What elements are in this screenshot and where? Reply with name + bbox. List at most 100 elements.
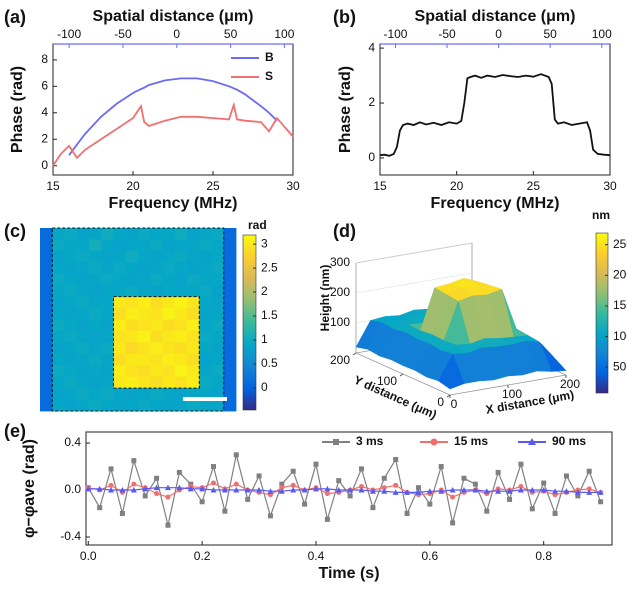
x2-tick-label: 100 — [274, 27, 294, 41]
heat-cell — [52, 365, 65, 377]
heat-cell — [65, 239, 78, 251]
heat-cell — [101, 274, 114, 286]
heat-cell — [114, 228, 127, 240]
heat-cell — [52, 354, 65, 366]
colorbar-tick-label: 3 — [261, 236, 268, 250]
heat-cell — [150, 320, 163, 332]
heat-cell — [40, 342, 53, 354]
heat-cell — [65, 388, 78, 400]
heat-cell — [114, 320, 127, 332]
heat-cell — [175, 377, 188, 389]
heat-cell — [126, 365, 139, 377]
heat-cell — [187, 274, 200, 286]
heat-cell — [89, 342, 102, 354]
heat-cell — [138, 239, 151, 251]
heat-cell — [114, 285, 127, 297]
heat-cell — [89, 274, 102, 286]
heat-cell — [114, 308, 127, 320]
point — [439, 464, 444, 469]
y-axis-label: Phase (rad) — [9, 66, 26, 153]
colorbar-tick-label: 0 — [261, 380, 268, 394]
heat-cell — [40, 228, 53, 240]
series-line — [53, 105, 293, 166]
heat-cell — [65, 342, 78, 354]
heat-cell — [77, 320, 90, 332]
heat-cell — [138, 308, 151, 320]
point — [553, 511, 558, 516]
heat-cell — [150, 274, 163, 286]
x2-tick-label: -100 — [57, 27, 81, 41]
point — [131, 482, 136, 487]
heat-cell — [138, 274, 151, 286]
heat-cell — [114, 377, 127, 389]
heat-cell — [101, 377, 114, 389]
x-tick-label: 0.8 — [535, 549, 552, 563]
x-axis-label: Frequency (MHz) — [431, 195, 560, 212]
heat-cell — [114, 274, 127, 286]
z-tick-label: 300 — [330, 255, 350, 269]
heat-cell — [138, 400, 151, 412]
point — [450, 495, 455, 500]
point — [245, 497, 250, 502]
heat-cell — [212, 274, 225, 286]
heat-cell — [52, 274, 65, 286]
heat-cell — [114, 251, 127, 263]
heat-cell — [187, 285, 200, 297]
heat-cell — [40, 297, 53, 309]
heat-cell — [52, 400, 65, 412]
plot-frame — [53, 44, 293, 175]
heat-cell — [114, 262, 127, 274]
heat-cell — [163, 262, 176, 274]
x-tick-label: 0.0 — [80, 549, 97, 563]
heat-cell — [212, 365, 225, 377]
heat-cell — [89, 388, 102, 400]
y-tick-label: 2 — [368, 95, 375, 109]
heat-cell — [150, 377, 163, 389]
x-tick-label: 0 — [451, 397, 458, 411]
colorbar — [596, 233, 608, 393]
heat-cell — [77, 262, 90, 274]
heat-cell — [150, 297, 163, 309]
y-tick-label: 0 — [41, 158, 48, 172]
point — [336, 478, 341, 483]
heat-cell — [187, 365, 200, 377]
point — [530, 506, 535, 511]
legend-label: S — [265, 69, 273, 83]
point — [587, 469, 592, 474]
point — [393, 483, 398, 488]
heat-cell — [163, 274, 176, 286]
heat-cell — [77, 342, 90, 354]
heat-cell — [212, 285, 225, 297]
heat-cell — [212, 262, 225, 274]
point — [450, 520, 455, 525]
heat-cell — [77, 377, 90, 389]
panel-label: (c) — [4, 221, 26, 241]
heat-cell — [89, 308, 102, 320]
heat-cell — [175, 239, 188, 251]
heat-cell — [187, 251, 200, 263]
heat-cell — [187, 342, 200, 354]
heat-cell — [77, 239, 90, 251]
heat-cell — [126, 297, 139, 309]
y-axis-label: φ−φave (rad) — [21, 439, 38, 538]
z-tick-label: 100 — [330, 315, 350, 329]
y-tick-label: 0.4 — [64, 435, 81, 449]
heat-cell — [138, 377, 151, 389]
panel-label: (d) — [333, 221, 356, 241]
y-tick-label: 4 — [41, 105, 48, 119]
heat-cell — [89, 239, 102, 251]
heat-cell — [40, 331, 53, 343]
heat-cell — [40, 285, 53, 297]
heat-cell — [89, 377, 102, 389]
colorbar-tick-label: 0.5 — [261, 356, 278, 370]
heat-cell — [175, 285, 188, 297]
heat-cell — [150, 251, 163, 263]
point — [200, 499, 205, 504]
legend-marker — [333, 439, 339, 445]
heat-cell — [199, 285, 212, 297]
heat-cell — [65, 365, 78, 377]
heat-cell — [40, 239, 53, 251]
series-line — [69, 78, 277, 155]
heat-cell — [65, 228, 78, 240]
heat-cell — [163, 320, 176, 332]
